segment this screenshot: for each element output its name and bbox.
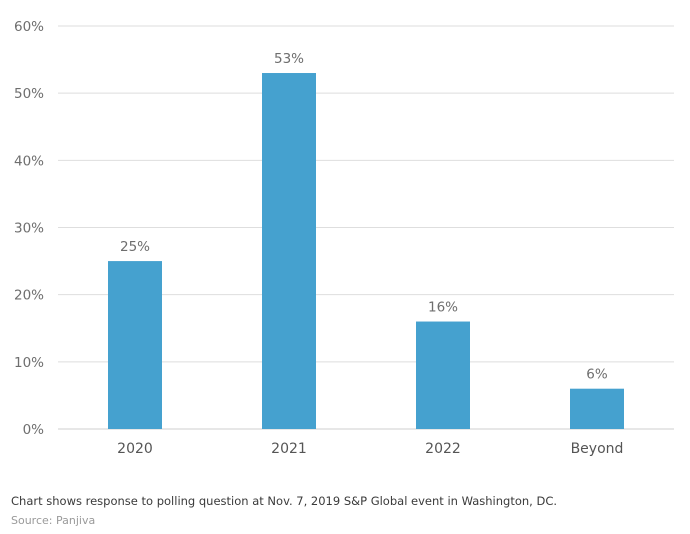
data-label: 25% xyxy=(120,239,150,255)
x-axis-ticks: 2020 2021 2022 Beyond xyxy=(117,441,623,457)
chart-caption: Chart shows response to polling question… xyxy=(11,494,558,508)
y-tick-label: 20% xyxy=(14,288,44,304)
data-label: 6% xyxy=(586,367,608,383)
bar-2021 xyxy=(262,73,316,430)
y-tick-label: 30% xyxy=(14,221,44,237)
y-tick-label: 50% xyxy=(14,86,44,102)
x-tick-label: Beyond xyxy=(571,441,624,457)
data-label: 16% xyxy=(428,300,458,316)
bar-2022 xyxy=(416,321,470,429)
bars xyxy=(108,73,624,430)
y-tick-label: 0% xyxy=(23,422,45,438)
x-tick-label: 2020 xyxy=(117,441,153,457)
bar-2020 xyxy=(108,261,162,429)
x-tick-label: 2022 xyxy=(425,441,461,457)
bar-beyond xyxy=(570,388,624,429)
y-axis-ticks: 0% 10% 20% 30% 40% 50% 60% xyxy=(14,19,44,438)
data-label: 53% xyxy=(274,51,304,67)
y-tick-label: 40% xyxy=(14,153,44,169)
data-labels: 25% 53% 16% 6% xyxy=(120,51,608,383)
chart-source: Source: Panjiva xyxy=(11,514,96,527)
y-tick-label: 10% xyxy=(14,355,44,371)
y-tick-label: 60% xyxy=(14,19,44,35)
x-tick-label: 2021 xyxy=(271,441,307,457)
bar-chart: 25%53%16%6% 0%10%20%30%40%50%60% 2020 202… xyxy=(14,19,674,457)
